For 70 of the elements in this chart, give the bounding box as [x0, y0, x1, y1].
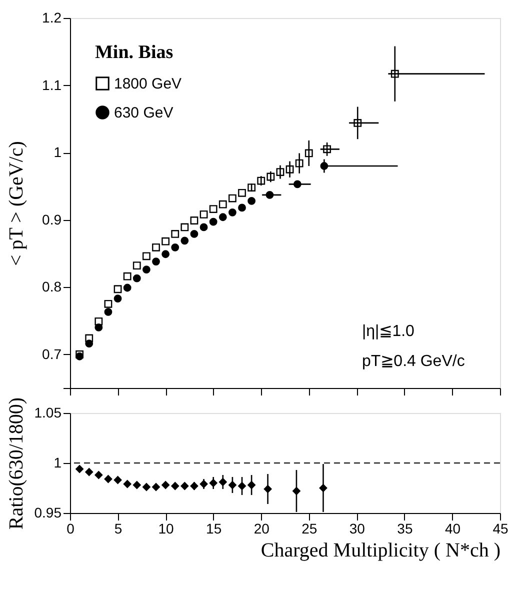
- point: [190, 230, 198, 238]
- point: [180, 223, 189, 232]
- point: [114, 476, 122, 484]
- point: [114, 285, 122, 294]
- point: [162, 481, 170, 489]
- point: [142, 266, 150, 274]
- point: [228, 194, 236, 202]
- legend-title: Min. Bias: [95, 42, 174, 63]
- point: [180, 236, 189, 245]
- point: [200, 223, 208, 232]
- point: [104, 308, 112, 316]
- x-tick-label: 40: [444, 520, 461, 536]
- point: [248, 197, 256, 205]
- point: [104, 300, 112, 308]
- legend-label: 630 GeV: [114, 104, 174, 122]
- x-axis-title: Charged Multiplicity ( N*ch ): [260, 540, 500, 562]
- point: [209, 218, 218, 226]
- point: [132, 481, 141, 489]
- point: [94, 324, 103, 332]
- y-tick-label: 1: [54, 144, 62, 160]
- y-tick-label: 0.7: [42, 346, 62, 362]
- point: [132, 262, 141, 270]
- point: [171, 243, 180, 252]
- x-tick-label: 30: [349, 520, 366, 536]
- annotation: |η|≦1.0: [362, 323, 415, 340]
- point: [94, 471, 103, 479]
- point: [200, 210, 208, 218]
- point: [171, 230, 180, 238]
- point: [238, 188, 246, 197]
- point: [152, 483, 160, 491]
- x-tick-label: 15: [206, 520, 222, 536]
- point: [142, 483, 150, 491]
- point: [190, 216, 198, 224]
- point: [238, 204, 246, 212]
- point: [104, 475, 112, 483]
- y-tick-label: 1: [54, 454, 62, 470]
- point: [132, 274, 141, 282]
- point: [152, 258, 160, 266]
- point: [85, 468, 94, 476]
- x-tick-label: 25: [302, 520, 318, 536]
- point: [123, 284, 132, 292]
- point: [114, 294, 122, 302]
- point: [85, 340, 94, 348]
- point: [218, 200, 227, 208]
- y-axis-title: < pT > (GeV/c): [6, 141, 28, 266]
- point: [228, 208, 236, 216]
- point: [123, 272, 132, 280]
- x-tick-label: 10: [158, 520, 174, 536]
- point: [123, 480, 132, 488]
- point: [162, 237, 170, 246]
- y-tick-label: 0.8: [42, 278, 62, 295]
- point: [209, 205, 218, 214]
- annotation: pT≧0.4 GeV/c: [362, 353, 465, 370]
- y-tick-label: 1.05: [34, 404, 62, 420]
- x-tick-label: 20: [254, 520, 270, 536]
- y-tick-label: 0.9: [42, 211, 62, 228]
- point: [162, 250, 170, 258]
- y-axis-title: Ratio(630/1800): [6, 397, 28, 530]
- point: [76, 465, 84, 473]
- x-tick-label: 0: [66, 520, 75, 536]
- x-tick-label: 35: [397, 520, 413, 536]
- point: [152, 243, 160, 252]
- y-tick-label: 1.2: [42, 10, 62, 26]
- x-tick-label: 45: [492, 520, 508, 536]
- x-tick-label: 5: [114, 520, 122, 536]
- point: [142, 252, 150, 260]
- legend-label: 1800 GeV: [114, 76, 182, 92]
- point: [218, 213, 227, 222]
- y-tick-label: 1.1: [42, 76, 62, 93]
- y-tick-label: 0.95: [34, 504, 62, 520]
